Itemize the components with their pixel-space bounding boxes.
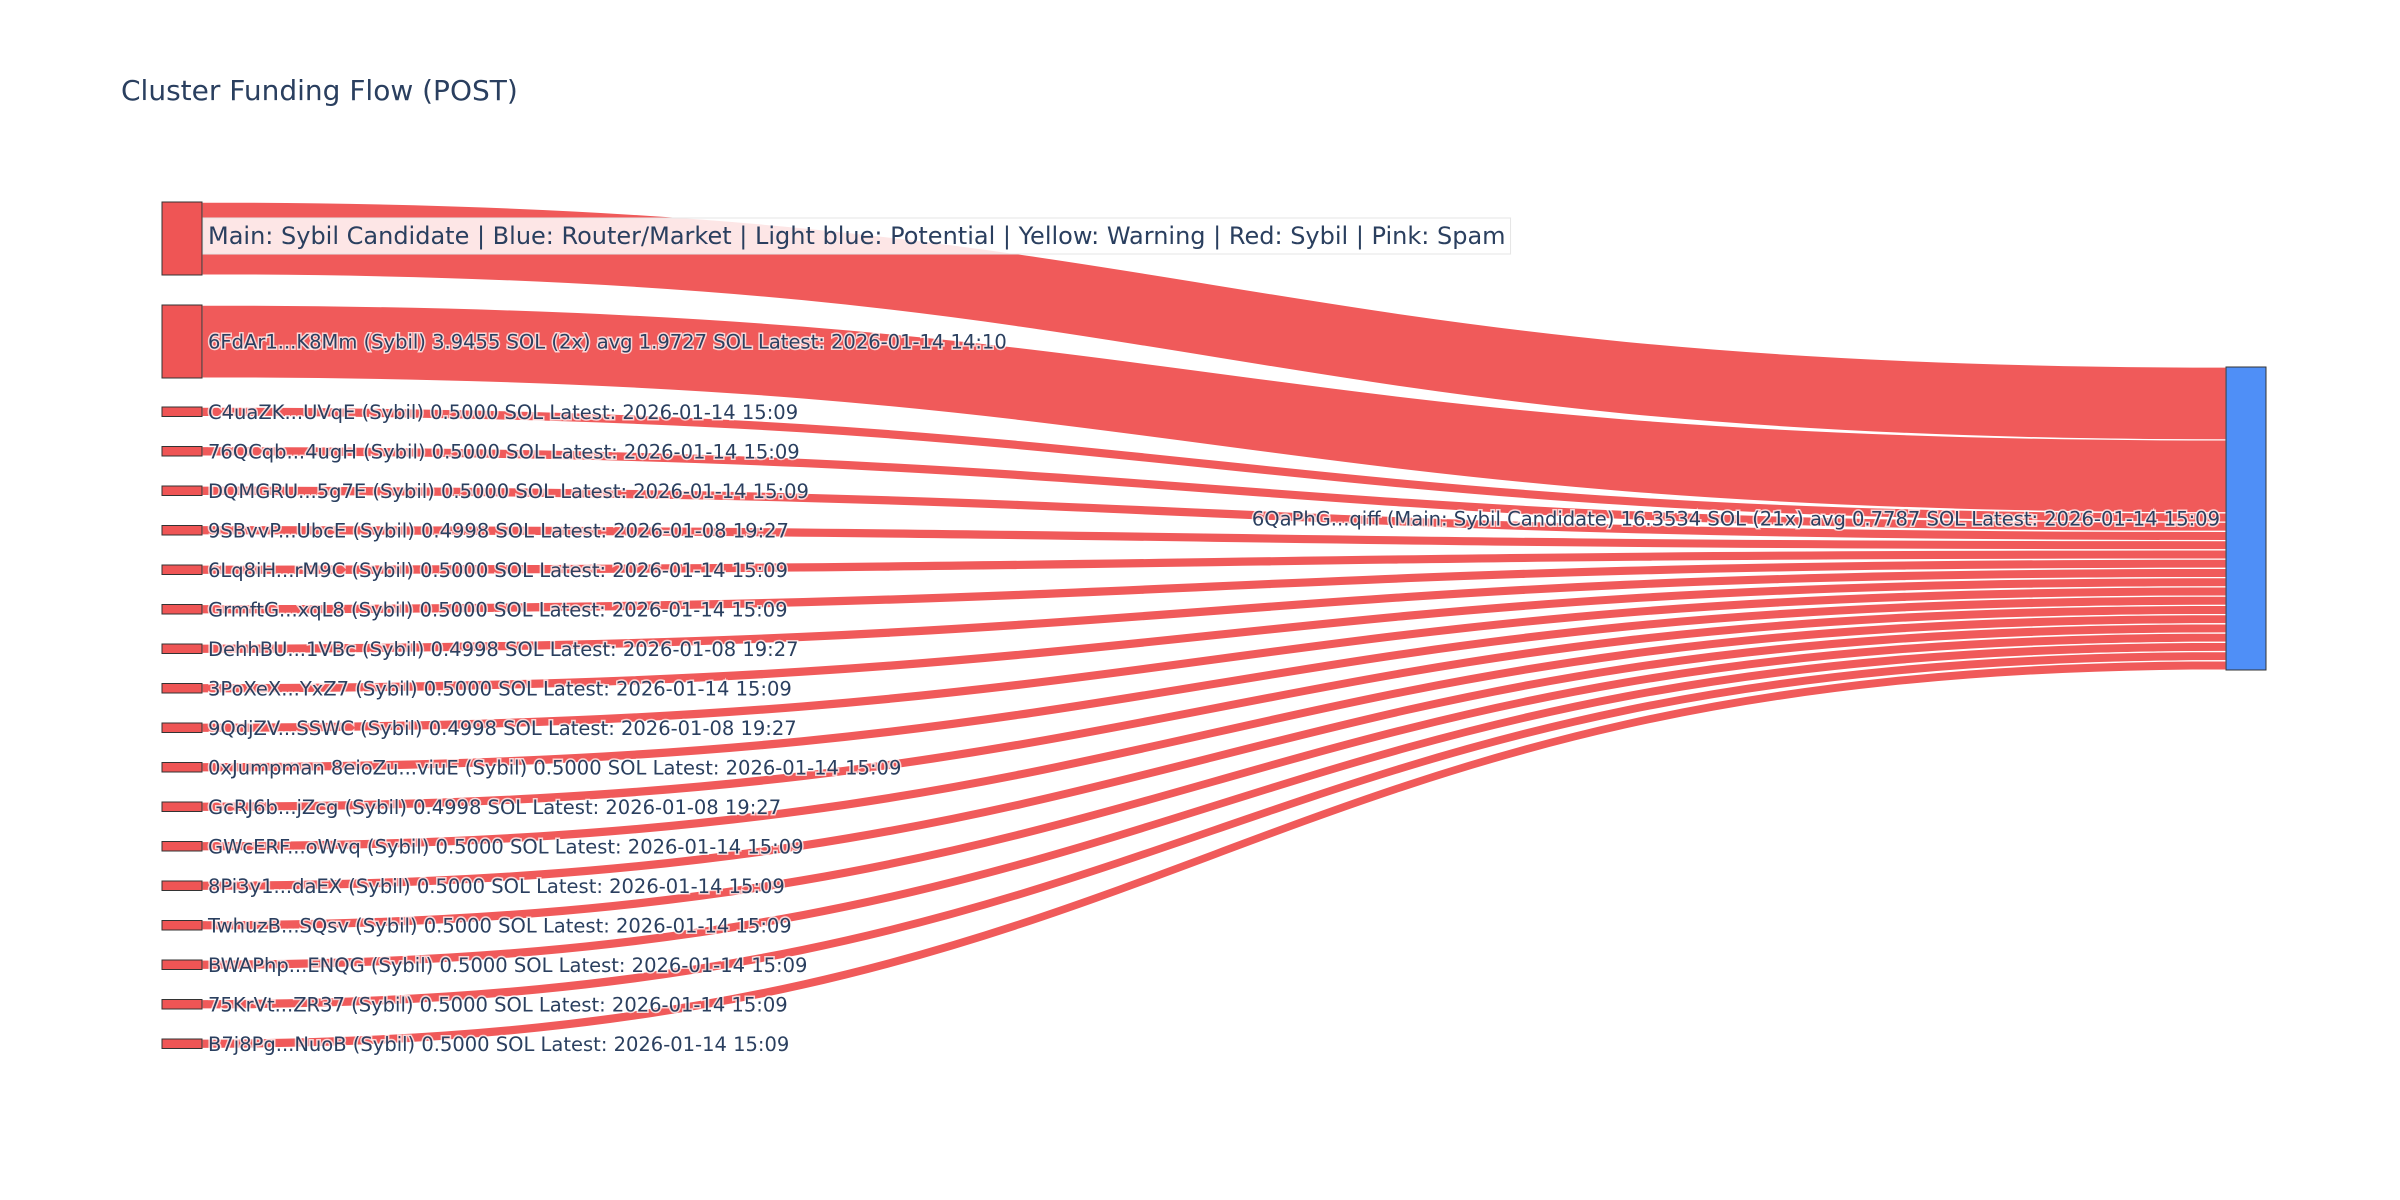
legend-box xyxy=(202,217,1512,255)
source-node-label-12: GcRJ6b...jZcg (Sybil) 0.4998 SOL Latest:… xyxy=(208,796,781,819)
legend-text: Main: Sybil Candidate | Blue: Router/Mar… xyxy=(208,222,1506,250)
source-node-18[interactable] xyxy=(161,1038,203,1049)
flow-nodes xyxy=(161,201,2267,1049)
source-node-4[interactable] xyxy=(161,485,203,496)
source-node-label-8: DehhBU...1VBc (Sybil) 0.4998 SOL Latest:… xyxy=(208,638,799,661)
source-node-label-17: 75KrVt...ZR37 (Sybil) 0.5000 SOL Latest:… xyxy=(208,993,788,1016)
source-node-label-11: 0xJumpman 8eioZu...viuE (Sybil) 0.5000 S… xyxy=(208,756,901,779)
source-node-7[interactable] xyxy=(161,604,203,615)
source-node-label-9: 3PoXeX...YxZ7 (Sybil) 0.5000 SOL Latest:… xyxy=(208,677,792,700)
source-node-label-13: GWcERF...oWvq (Sybil) 0.5000 SOL Latest:… xyxy=(208,835,804,858)
source-node-14[interactable] xyxy=(161,880,203,891)
source-node-11[interactable] xyxy=(161,762,203,773)
source-node-label-18: B7j8Pg...NuoB (Sybil) 0.5000 SOL Latest:… xyxy=(208,1033,789,1056)
source-node-12[interactable] xyxy=(161,801,203,812)
source-node-8[interactable] xyxy=(161,643,203,654)
source-node-label-7: GrmftG...xqL8 (Sybil) 0.5000 SOL Latest:… xyxy=(208,598,788,621)
source-node-0[interactable] xyxy=(161,201,203,276)
source-node-label-6: 6Lq8iH...rM9C (Sybil) 0.5000 SOL Latest:… xyxy=(208,559,788,582)
target-node[interactable] xyxy=(2225,366,2267,671)
source-node-9[interactable] xyxy=(161,683,203,694)
source-node-1[interactable] xyxy=(161,304,203,379)
source-node-label-14: 8Pi3y1...daEX (Sybil) 0.5000 SOL Latest:… xyxy=(208,875,785,898)
source-node-2[interactable] xyxy=(161,406,203,417)
flow-links xyxy=(201,201,2227,1050)
source-node-label-5: 9SBvvP...UbcE (Sybil) 0.4998 SOL Latest:… xyxy=(208,519,789,542)
source-node-13[interactable] xyxy=(161,841,203,852)
chart-title: Cluster Funding Flow (POST) xyxy=(121,74,518,107)
source-node-10[interactable] xyxy=(161,722,203,733)
source-node-label-4: DQMGRU...5g7E (Sybil) 0.5000 SOL Latest:… xyxy=(208,480,809,503)
source-node-15[interactable] xyxy=(161,920,203,931)
source-node-label-10: 9QdjZV...SSWC (Sybil) 0.4998 SOL Latest:… xyxy=(208,717,797,740)
source-node-label-16: BWAPhp...ENQG (Sybil) 0.5000 SOL Latest:… xyxy=(208,954,807,977)
source-node-label-1: 6FdAr1...K8Mm (Sybil) 3.9455 SOL (2x) av… xyxy=(208,331,1007,354)
source-node-16[interactable] xyxy=(161,959,203,970)
source-node-6[interactable] xyxy=(161,564,203,575)
source-node-5[interactable] xyxy=(161,525,203,536)
source-node-label-15: TwhuzB...SQsv (Sybil) 0.5000 SOL Latest:… xyxy=(207,914,792,937)
source-node-17[interactable] xyxy=(161,999,203,1010)
source-node-label-3: 76QCqb...4ugH (Sybil) 0.5000 SOL Latest:… xyxy=(208,440,800,463)
source-node-label-2: C4uaZK...UVqE (Sybil) 0.5000 SOL Latest:… xyxy=(208,401,798,424)
node-labels: 6FdAr1...K8Mm (Sybil) 3.9455 SOL (2x) av… xyxy=(206,329,2222,1057)
source-node-3[interactable] xyxy=(161,446,203,457)
legend: Main: Sybil Candidate | Blue: Router/Mar… xyxy=(202,217,1512,255)
target-node-label: 6QaPhG...qiff (Main: Sybil Candidate) 16… xyxy=(1252,508,2220,531)
